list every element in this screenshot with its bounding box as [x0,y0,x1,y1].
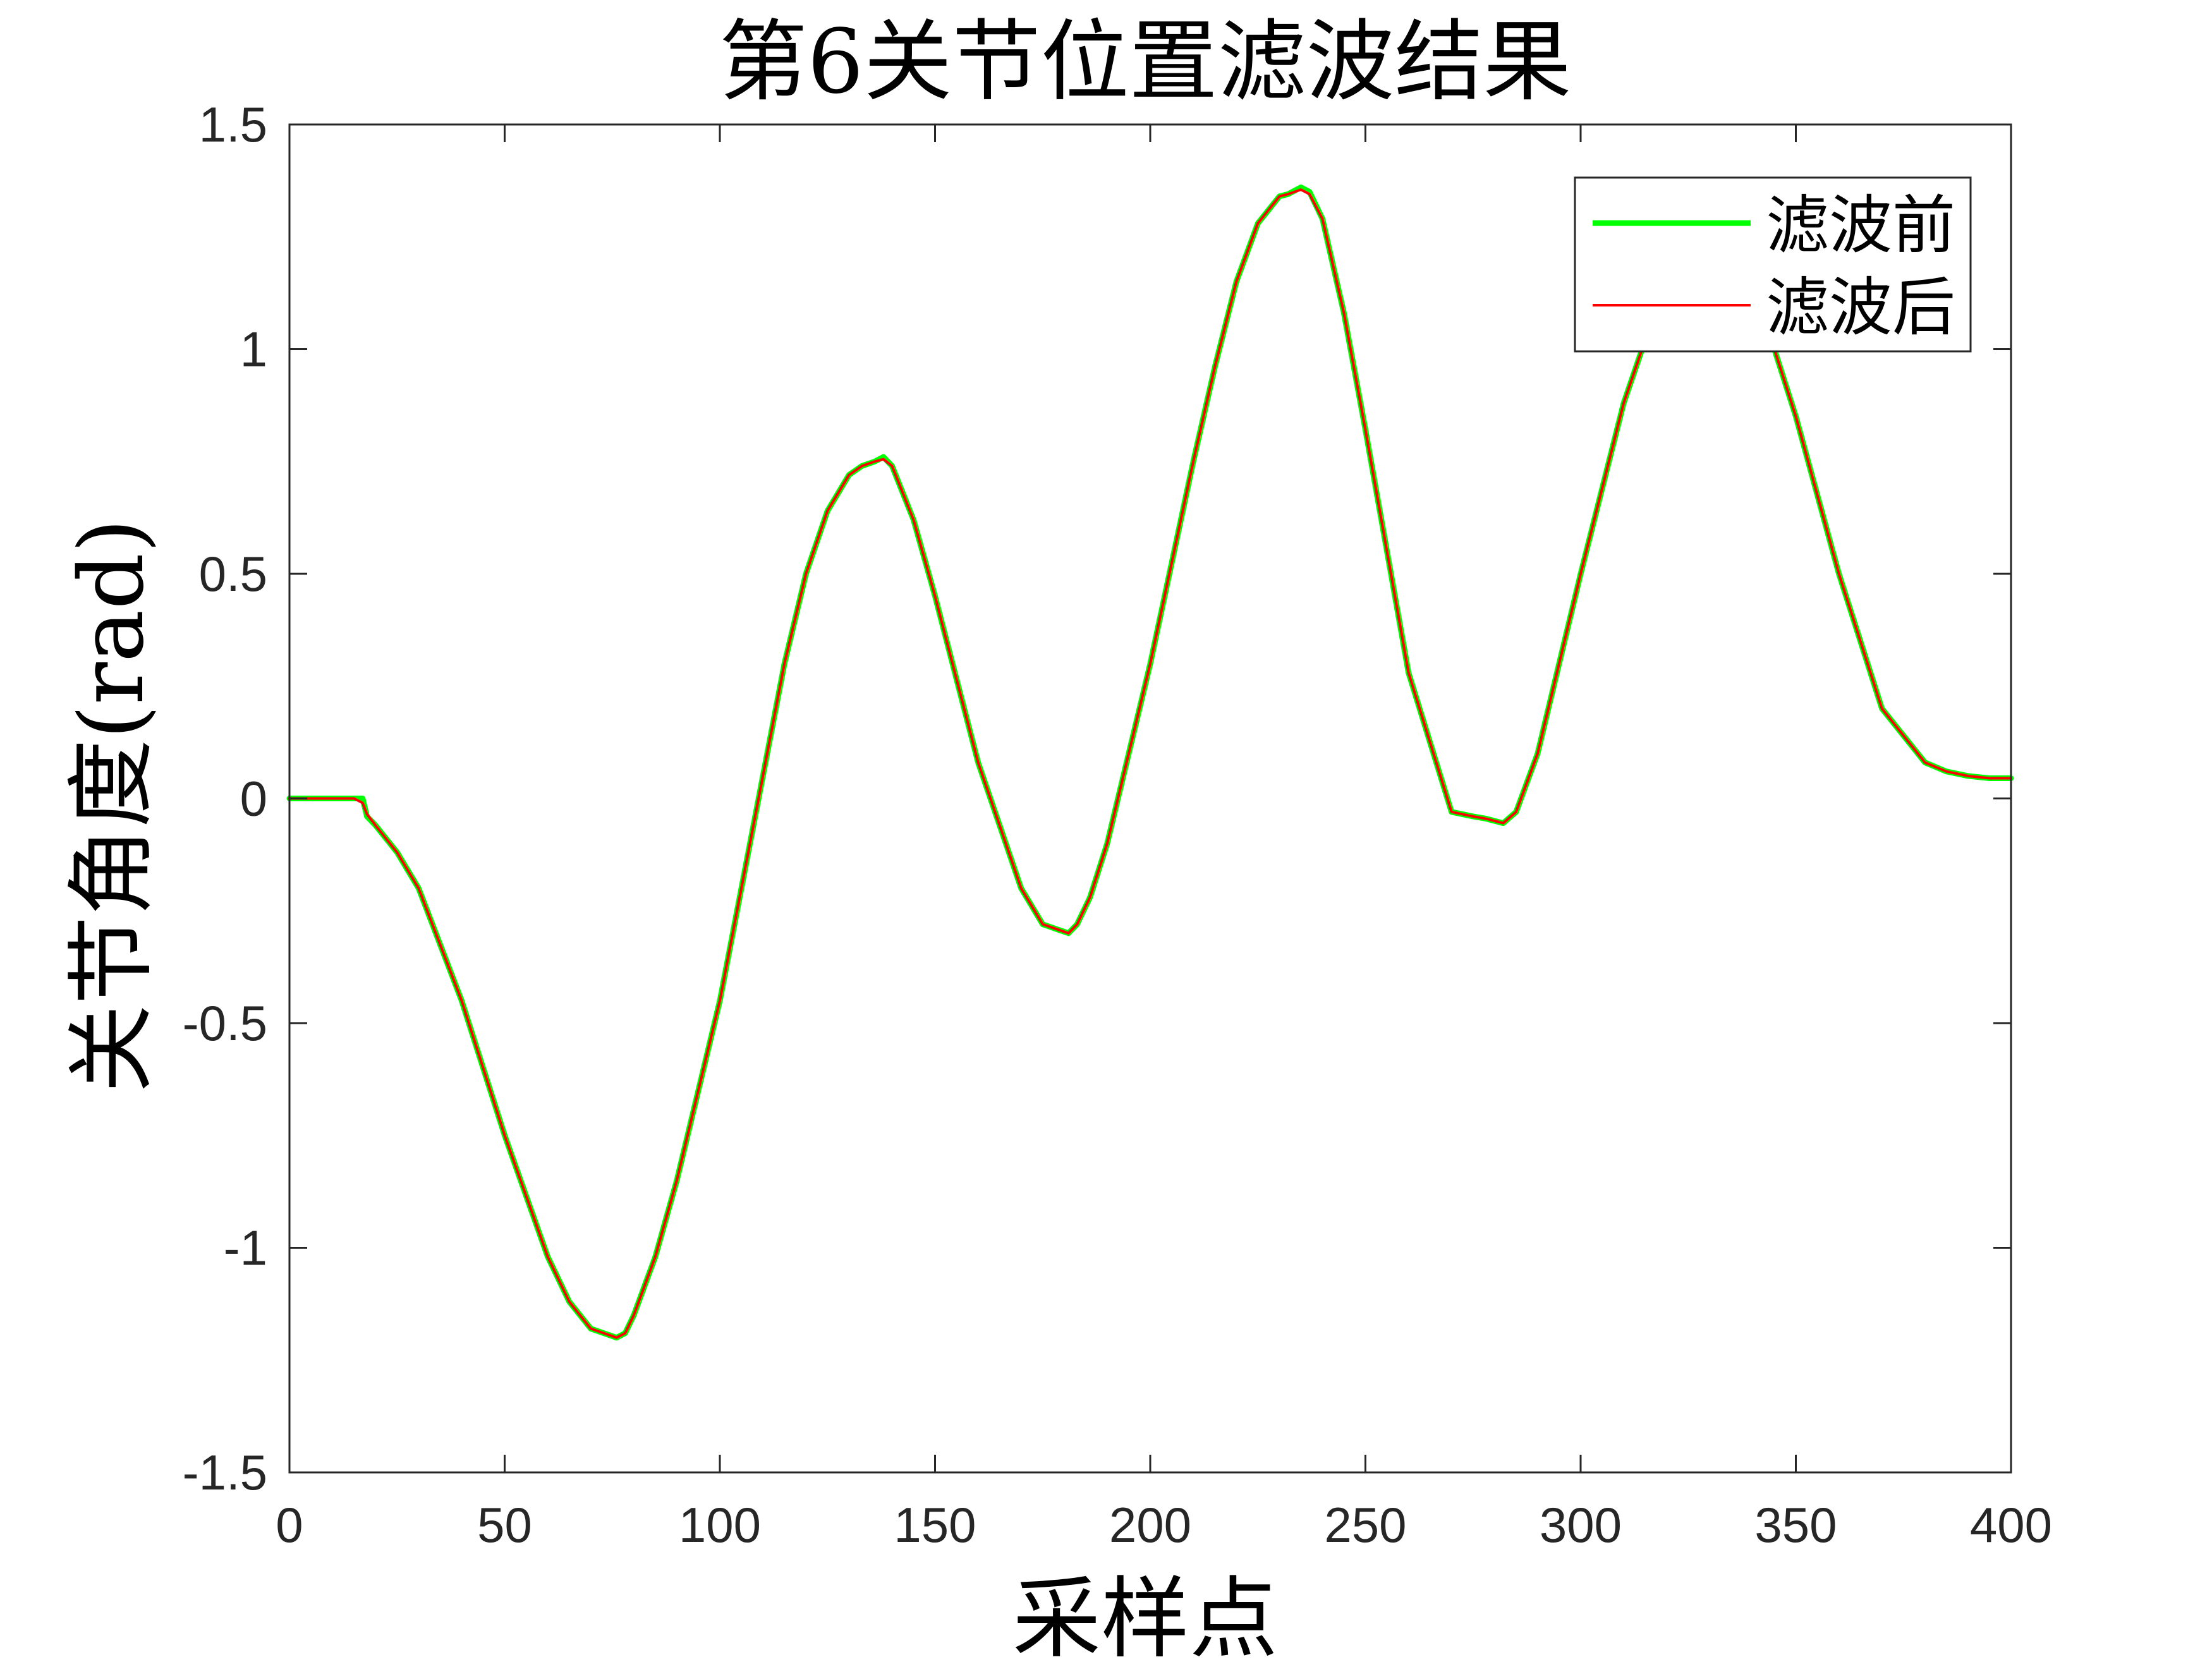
y-tick-label: 0 [240,771,267,827]
x-tick-label: 200 [1109,1497,1191,1553]
x-axis-label: 采样点 [1012,1568,1278,1659]
y-tick-label: -0.5 [183,995,267,1051]
y-tick-label: -1 [224,1220,267,1276]
x-tick-label: 400 [1970,1497,2052,1553]
y-tick-label: 1.5 [199,97,267,152]
y-tick-label: 0.5 [199,546,267,602]
x-tick-label: 250 [1324,1497,1406,1553]
legend-box [1574,176,1972,353]
x-tick-label: 350 [1754,1497,1837,1553]
x-tick-label: 50 [477,1497,532,1553]
x-tick-label: 0 [276,1497,303,1553]
y-tick-label: 1 [240,322,267,377]
y-axis-label: 关节角度(rad) [61,518,164,1093]
chart-title: 第6关节位置滤波结果 [719,11,1571,114]
y-tick-label: -1.5 [183,1445,267,1500]
x-tick-label: 300 [1540,1497,1622,1553]
legend-label-before-filter: 滤波前 [1766,188,1955,262]
legend-label-after-filter: 滤波后 [1766,270,1955,344]
x-tick-label: 150 [894,1497,976,1553]
x-tick-label: 100 [679,1497,761,1553]
